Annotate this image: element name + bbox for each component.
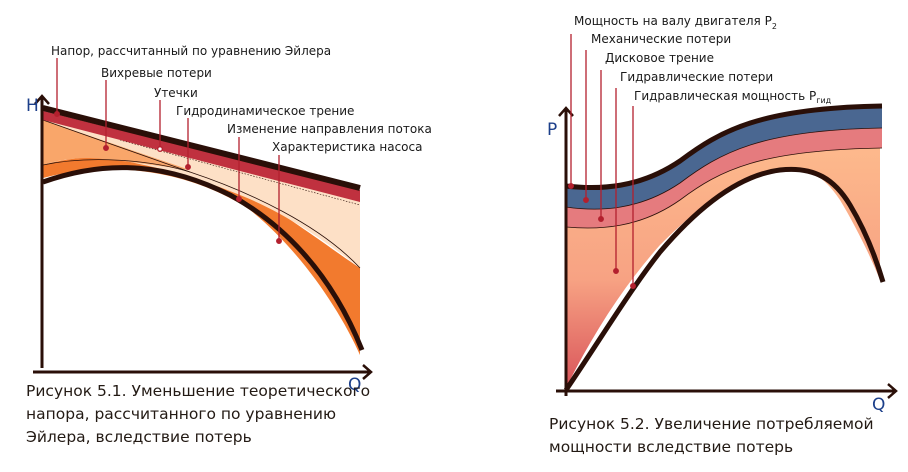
caption-line: Рисунок 5.2. Увеличение потребляемой (549, 415, 874, 433)
band-vortex-losses (43, 120, 190, 170)
band-euler-head (43, 111, 360, 202)
band-hydraulic-losses (566, 148, 880, 388)
band-direction-change (43, 149, 360, 355)
shaft-power-curve (565, 103, 883, 191)
y-axis-arrow-icon (34, 94, 50, 105)
divider-line (119, 139, 361, 206)
leader-lines (568, 34, 636, 289)
y-axis-label: H (26, 96, 39, 116)
caption-line: Рисунок 5.1. Уменьшение теоретического (26, 382, 371, 400)
divider-line (565, 127, 883, 210)
figure-1-caption: Рисунок 5.1. Уменьшение теоретического н… (26, 380, 370, 449)
label-hydraulic-losses: Гидравлические потери (620, 70, 773, 84)
label-mechanical-losses: Механические потери (591, 32, 731, 46)
x-axis-label: Q (872, 395, 885, 415)
label-disc-friction: Дисковое трение (605, 51, 714, 65)
leader-lines (54, 58, 282, 244)
hydraulic-power-curve (563, 166, 886, 392)
figure-2-caption: Рисунок 5.2. Увеличение потребляемой мощ… (549, 413, 874, 459)
y-axis-label: P (547, 120, 557, 140)
figure-1-chart: H Q Напор, рассчитанный по уравнению Эйл… (26, 44, 432, 395)
euler-head-line (42, 105, 361, 191)
divider-line (565, 147, 883, 229)
figure-2-chart: P Q Мощность на валу двигателя P2 Механи… (547, 14, 898, 415)
caption-line: мощности вследствие потерь (549, 438, 794, 456)
label-flow-direction-change: Изменение направления потока (227, 122, 432, 136)
label-shaft-power: Мощность на валу двигателя P2 (574, 14, 777, 31)
x-axis-arrow-icon (887, 383, 898, 399)
caption-line: Эйлера, вследствие потерь (26, 428, 252, 446)
label-leakage: Утечки (154, 86, 198, 100)
x-axis-arrow-icon (362, 364, 373, 380)
band-disc-friction (566, 128, 882, 229)
label-vortex-losses: Вихревые потери (101, 66, 212, 80)
label-hydrodynamic-friction: Гидродинамическое трение (176, 104, 354, 118)
divider-line (42, 159, 361, 269)
divider-line (42, 119, 191, 173)
pump-characteristic-curve (42, 165, 365, 351)
x-axis-label: Q (348, 375, 361, 395)
label-hydraulic-power: Гидравлическая мощность Pгид (634, 89, 832, 105)
caption-line: напора, рассчитанного по уравнению (26, 405, 336, 423)
label-pump-characteristic: Характеристика насоса (272, 140, 422, 154)
label-euler-head: Напор, рассчитанный по уравнению Эйлера (51, 44, 331, 58)
